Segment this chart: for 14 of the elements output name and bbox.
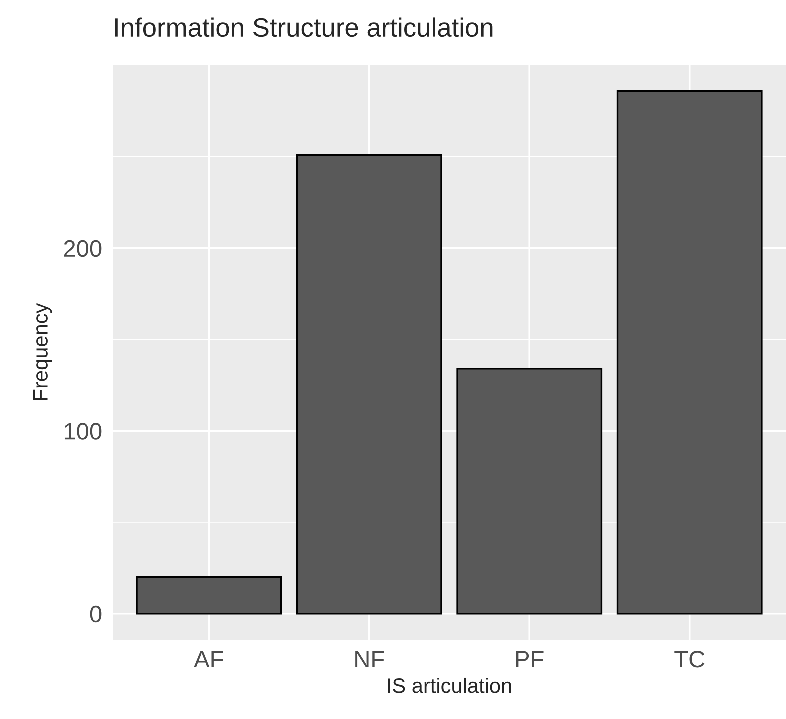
x-axis-title: IS articulation xyxy=(388,678,512,694)
bar xyxy=(456,368,603,615)
x-tick-label: NF xyxy=(356,651,384,668)
bar xyxy=(296,154,442,615)
y-axis-title: Frequency xyxy=(33,303,52,400)
bar xyxy=(616,90,763,615)
x-tick-label: PF xyxy=(516,651,544,668)
y-tick-label: 0 xyxy=(90,606,102,623)
y-tick-label: 200 xyxy=(64,240,102,258)
bar xyxy=(136,576,282,615)
y-tick-label: 100 xyxy=(64,423,102,440)
x-tick-label: TC xyxy=(674,651,705,668)
x-tick-label: AF xyxy=(194,651,224,668)
chart-title: Information Structure articulation xyxy=(115,18,493,38)
